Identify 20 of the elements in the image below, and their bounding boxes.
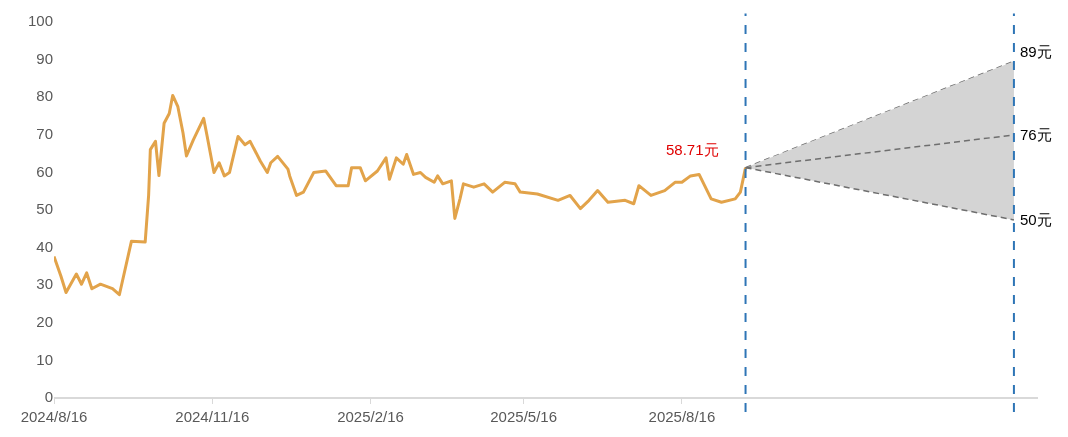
x-tick-label: 2024/8/16 (20, 407, 88, 425)
annotation: 50元 (1020, 211, 1052, 228)
y-tick-label: 30 (36, 275, 53, 293)
x-tick-label: 2025/8/16 (648, 407, 716, 425)
y-tick-label: 60 (36, 162, 53, 180)
annotation: 58.71元 (666, 141, 719, 158)
y-tick-label: 80 (36, 87, 53, 105)
x-tick-label: 2024/11/16 (175, 407, 250, 425)
y-tick-label: 50 (36, 200, 53, 218)
y-tick-label: 90 (36, 49, 53, 67)
y-tick-label: 70 (36, 125, 53, 143)
x-tick-label: 2025/2/16 (337, 407, 404, 425)
y-tick-label: 40 (36, 237, 53, 255)
y-tick-label: 20 (36, 313, 53, 331)
y-tick-label: 10 (36, 350, 53, 368)
annotation: 89元 (1020, 43, 1052, 60)
x-tick-label: 2025/5/16 (490, 407, 558, 425)
annotation: 76元 (1020, 126, 1052, 143)
y-tick-label: 0 (44, 388, 53, 406)
y-tick-label: 100 (27, 12, 53, 30)
